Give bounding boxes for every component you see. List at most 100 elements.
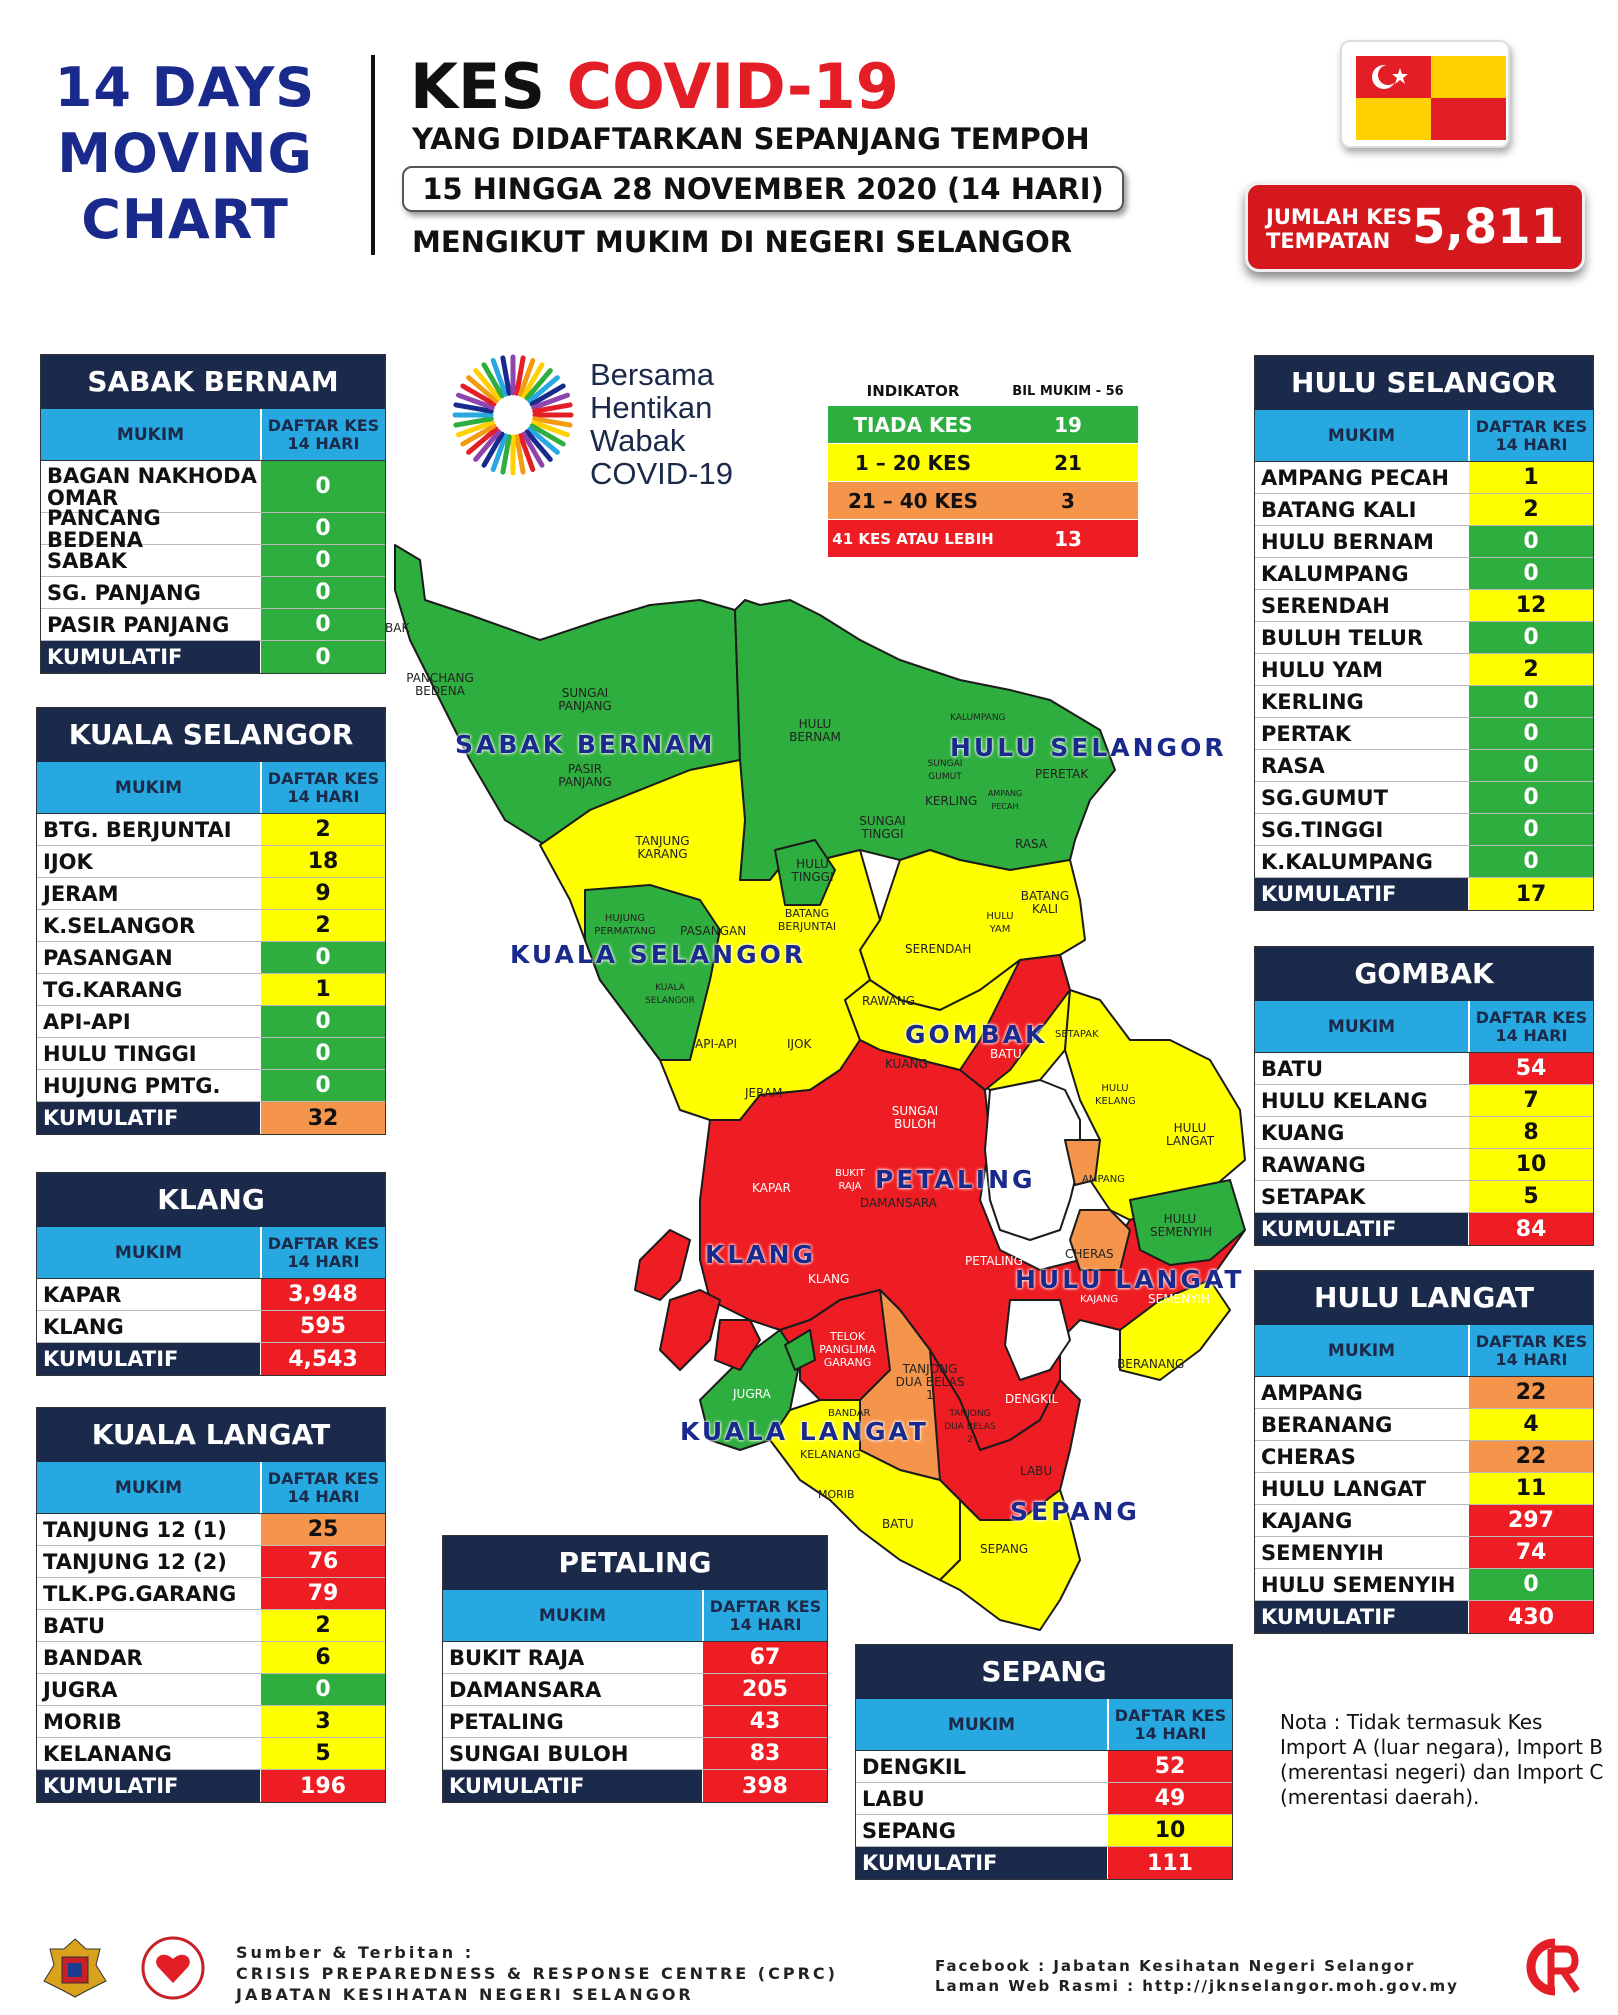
map-mukim-label: BATU	[990, 1047, 1022, 1061]
district-title: HULU LANGAT	[1255, 1271, 1593, 1325]
map-mukim-label: SUNGAI GUMUT	[927, 759, 963, 782]
table-header: MUKIM DAFTAR KES 14 HARI	[37, 1227, 385, 1279]
logo-ray	[529, 423, 566, 447]
kumulatif-value: 84	[1468, 1213, 1593, 1245]
daftar-header-line1: DAFTAR KES	[267, 1468, 380, 1488]
daftar-header-text: DAFTAR KES 14 HARI	[1476, 1008, 1587, 1045]
logo-ray	[527, 426, 560, 455]
district-title: KUALA SELANGOR	[37, 708, 385, 762]
mukim-header: MUKIM	[1327, 1340, 1396, 1361]
mukim-name: RASA	[1261, 753, 1325, 778]
case-count: 12	[1468, 590, 1593, 621]
moving-chart-line: MOVING	[57, 122, 313, 185]
table-kuala-langat: KUALA LANGAT MUKIM DAFTAR KES 14 HARI TAN…	[36, 1407, 386, 1803]
case-count: 74	[1468, 1537, 1593, 1568]
map-mukim-label: HULU TINGGI	[791, 857, 834, 884]
logo-ray	[473, 429, 502, 462]
mukim-name: TANJUNG 12 (2)	[43, 1549, 227, 1574]
logo-ray	[518, 358, 536, 397]
map-mukim-label: MORIB	[818, 1488, 855, 1501]
indicator-label: TIADA KES	[853, 412, 973, 437]
selangor-flag	[1340, 40, 1510, 148]
table-row: BAGAN NAKHODA OMAR 0	[41, 461, 385, 513]
daftar-header-line1: DAFTAR KES	[267, 1233, 380, 1253]
map-district-label: PETALING	[875, 1165, 1036, 1194]
case-count: 22	[1468, 1441, 1593, 1472]
kumulatif-label: KUMULATIF	[1261, 1217, 1397, 1241]
map-district-label: SEPANG	[1010, 1497, 1140, 1526]
map-island	[659, 1289, 721, 1371]
date-range: 15 HINGGA 28 NOVEMBER 2020 (14 HARI)	[402, 166, 1124, 212]
kumulatif-label: KUMULATIF	[862, 1851, 998, 1875]
daftar-header: DAFTAR KES 14 HARI	[260, 409, 385, 460]
map-mukim-label: HULU SEMENYIH	[1150, 1212, 1213, 1239]
logo-ray	[453, 402, 494, 414]
table-row: BUKIT RAJA 67	[443, 1642, 827, 1674]
daftar-header-line2: 14 HARI	[1134, 1723, 1207, 1743]
kumulatif-label: KUMULATIF	[43, 1347, 179, 1371]
table-row: K.SELANGOR 2	[37, 910, 385, 942]
flag-red-quarter	[1431, 98, 1506, 140]
daftar-header: DAFTAR KES 14 HARI	[260, 1227, 385, 1278]
table-row: HUJUNG PMTG. 0	[37, 1070, 385, 1102]
case-count: 5	[260, 1738, 385, 1769]
case-count: 0	[260, 461, 385, 512]
mukim-name: SG.TINGGI	[1261, 817, 1384, 842]
table-row: BATANG KALI 2	[1255, 494, 1593, 526]
indicator-row: 21 – 40 KES 3	[828, 482, 1138, 520]
mukim-name: BAGAN NAKHODA OMAR	[47, 463, 257, 510]
map-mukim-label: KELANANG	[800, 1448, 861, 1461]
case-count: 10	[1468, 1149, 1593, 1180]
brand-line: Hentikan	[590, 390, 713, 425]
map-mukim-label: PERETAK	[1035, 767, 1089, 781]
district-title: PETALING	[443, 1536, 827, 1590]
header-divider	[371, 55, 375, 255]
kumulatif-label: KUMULATIF	[449, 1774, 585, 1798]
facebook-link[interactable]: Facebook : Jabatan Kesihatan Negeri Sela…	[935, 1957, 1416, 1975]
table-row: HULU BERNAM 0	[1255, 526, 1593, 558]
table-row: HULU TINGGI 0	[37, 1038, 385, 1070]
mukim-name: DAMANSARA	[449, 1677, 602, 1702]
daftar-header: DAFTAR KES 14 HARI	[260, 762, 385, 813]
map-mukim-label: DAMANSARA	[860, 1196, 937, 1210]
map-region-kuala-selangor-green	[584, 884, 721, 1061]
map-mukim-label: BATU	[882, 1517, 914, 1531]
table-row: BERANANG 4	[1255, 1409, 1593, 1441]
case-count: 4	[1468, 1409, 1593, 1440]
table-row: KUANG 8	[1255, 1117, 1593, 1149]
case-count: 54	[1468, 1053, 1593, 1084]
case-count: 2	[260, 814, 385, 845]
map-mukim-label: KERLING	[925, 794, 978, 808]
kumulatif-label: KUMULATIF	[43, 1106, 179, 1130]
table-row: RAWANG 10	[1255, 1149, 1593, 1181]
map-region-hulu-semenyih	[1129, 1179, 1246, 1266]
mukim-name: PANCANG BEDENA	[47, 505, 161, 552]
table-row: HULU KELANG 7	[1255, 1085, 1593, 1117]
case-count: 22	[1468, 1377, 1593, 1408]
kumulatif-row: KUMULATIF 430	[1255, 1601, 1593, 1633]
mukim-name: IJOK	[43, 849, 93, 874]
map-island	[784, 1329, 816, 1371]
brand-line: COVID-19	[590, 456, 733, 491]
source-credit: Sumber & Terbitan : CRISIS PREPAREDNESS …	[236, 1942, 838, 2005]
table-row: BATU 2	[37, 1610, 385, 1642]
footnote: Nota : Tidak termasuk Kes Import A (luar…	[1280, 1710, 1604, 1809]
map-mukim-label: TANJUNG KARANG	[635, 834, 690, 861]
map-region-beranang	[1119, 1279, 1231, 1381]
map-mukim-label: KAPAR	[752, 1181, 791, 1195]
daftar-header: DAFTAR KES 14 HARI	[1468, 1001, 1593, 1052]
mukim-header: MUKIM	[114, 1477, 183, 1498]
kumulatif-label: KUMULATIF	[43, 1774, 179, 1798]
mukim-name: JERAM	[43, 881, 119, 906]
website-link[interactable]: Laman Web Rasmi : http://jknselangor.moh…	[935, 1977, 1459, 1995]
logo-ray	[460, 423, 497, 447]
indicator-row: TIADA KES 19	[828, 406, 1138, 444]
map-region-hulu-tinggi	[774, 839, 836, 906]
kes-label: KES	[410, 50, 546, 123]
kumulatif-label: KUMULATIF	[1261, 1605, 1397, 1629]
mukim-name: SABAK	[47, 548, 127, 573]
table-header: MUKIM DAFTAR KES 14 HARI	[1255, 410, 1593, 462]
case-count: 1	[260, 974, 385, 1005]
table-row: JERAM 9	[37, 878, 385, 910]
map-mukim-label: SETAPAK	[1055, 1029, 1099, 1040]
